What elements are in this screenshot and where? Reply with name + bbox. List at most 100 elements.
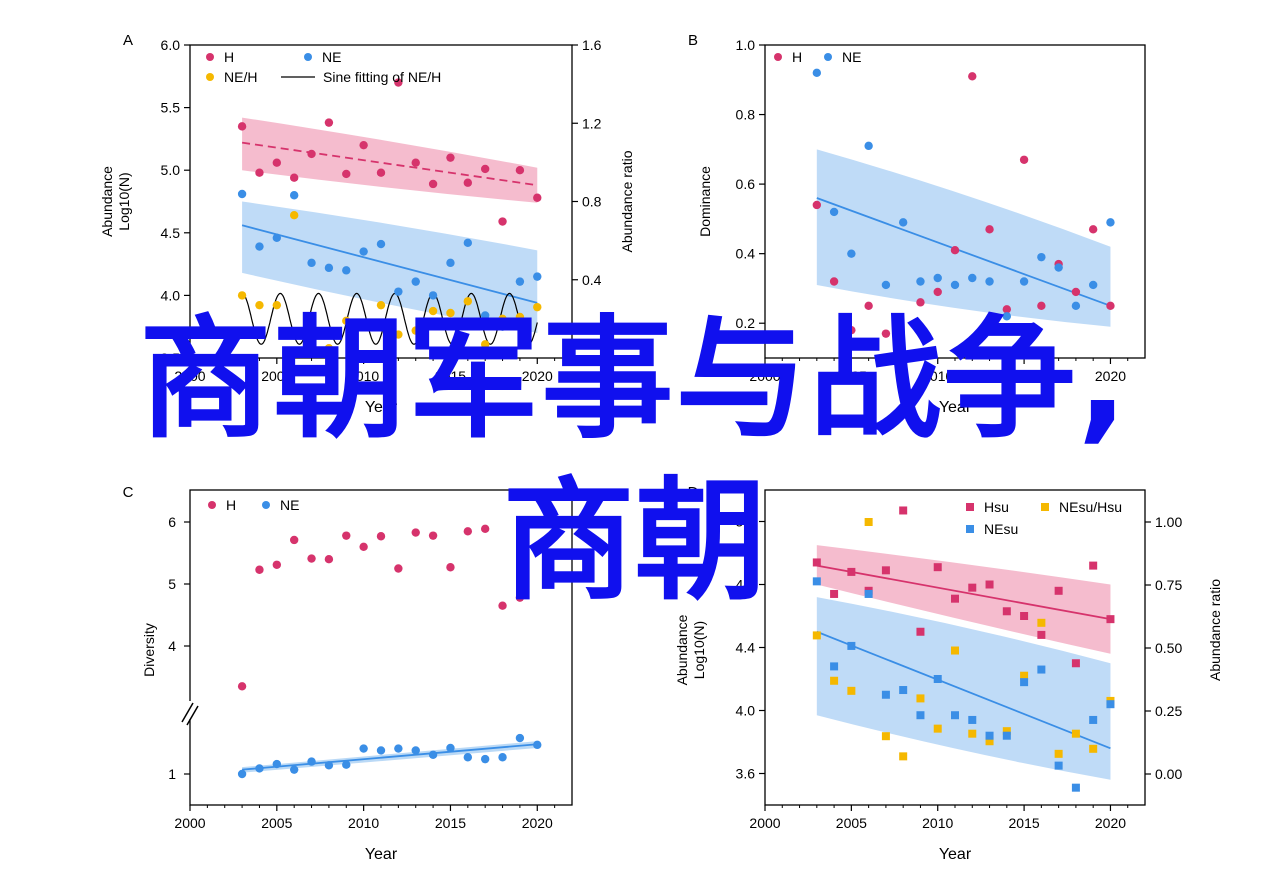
panelA-fit-H	[241, 141, 538, 187]
panelD-point-Hsu	[968, 583, 977, 592]
panelC-point-H	[480, 524, 490, 534]
panelA-point-H	[307, 149, 316, 159]
panelB-point-NE	[847, 249, 856, 258]
panelA-y2tick-label: 1.2	[582, 115, 602, 131]
panelA-point-NE	[289, 191, 299, 200]
panelD-fit-Hsu	[816, 564, 1111, 621]
panelA-point-H	[359, 140, 368, 150]
panelD-y2tick-label: 1.00	[1155, 514, 1182, 530]
panelC-ytick-label: 4	[168, 638, 176, 654]
panelD-point-ratio	[968, 729, 977, 738]
panelC-xtick-label: 2010	[348, 815, 379, 831]
panelB-point-NE	[1071, 301, 1081, 311]
panelB-xtick-label: 2020	[1095, 368, 1126, 384]
panelD-point-ratio	[985, 737, 994, 746]
panelA-point-NEH	[324, 344, 334, 353]
panelA-point-H	[428, 179, 438, 189]
panelC-ytick-label: 5	[168, 576, 176, 592]
panelC-point-H	[428, 531, 438, 540]
panelC-point-NE	[289, 765, 299, 774]
panelB-xtick-label: 2010	[922, 368, 953, 384]
panelB-ylabel-line: Dominance	[697, 166, 713, 237]
panelC-point-H	[237, 682, 247, 691]
panelA-point-H	[272, 158, 282, 167]
panelA-point-NE	[480, 311, 490, 320]
panelC-point-NE	[376, 746, 386, 755]
panelD-point-Hsu	[1054, 586, 1063, 595]
panelB-point-NE	[898, 218, 908, 227]
panelB-ytick-label: 0.8	[736, 107, 756, 123]
panelA-point-H	[324, 118, 334, 127]
panelA-legend-H-label: H	[224, 49, 234, 65]
panelC-legend-H-label: H	[226, 497, 236, 513]
panelA-point-NEH	[255, 300, 264, 310]
panelC-point-NE	[533, 740, 542, 750]
panelD-ytick-label: 4.0	[736, 703, 756, 719]
panelC-xtick-label: 2020	[522, 815, 553, 831]
panelA-band-NE	[242, 201, 538, 333]
panelB-xtick-label: 2005	[836, 368, 867, 384]
panelD-ylabel-line: Abundance	[674, 614, 690, 685]
panelA-point-NEH	[342, 316, 351, 326]
panelA-point-NE	[324, 263, 334, 273]
panelB-point-H	[829, 277, 839, 286]
panelB-ylabel: Dominance	[697, 166, 713, 237]
panelD-point-Hsu	[1020, 612, 1029, 620]
panelC-label: C	[123, 484, 134, 501]
panelC-point-H	[289, 535, 299, 545]
panelD-legend-ratio-marker	[1041, 503, 1049, 511]
panelA-point-NEH	[515, 312, 525, 322]
panelD-ylabel-line: Log10(N)	[691, 621, 707, 679]
panelB-point-H	[1019, 155, 1029, 164]
panelC-point-H	[446, 563, 455, 572]
panelC-point-NE	[515, 733, 525, 743]
panelB-point-NE	[864, 141, 873, 151]
panelB-point-NE	[881, 280, 891, 290]
panelD-point-ratio	[864, 518, 873, 526]
panelA-xtick-label: 2000	[174, 368, 205, 384]
panelC-ylabel: Diversity	[141, 623, 157, 677]
panelA-point-NE	[394, 287, 403, 296]
panelD-point-NEsu	[830, 662, 839, 671]
panelA-point-NEH	[307, 330, 316, 339]
panelD-point-NEsu	[1089, 715, 1098, 724]
panelD-point-ratio	[847, 686, 856, 695]
panelD-point-ratio	[1037, 618, 1046, 627]
panelC-point-H	[342, 531, 351, 540]
panelB-point-H	[916, 298, 925, 307]
panelD-point-Hsu	[847, 567, 856, 576]
panelB-point-NE	[985, 277, 994, 286]
panelC-ylabel-line: Diversity	[141, 623, 157, 677]
panelD-label: D	[688, 484, 699, 501]
panelA-point-H	[446, 153, 455, 162]
panelD-legend-ratio-label: NEsu/Hsu	[1059, 499, 1122, 515]
panelD-point-NEsu	[1054, 761, 1063, 770]
panelA-xtick-label: 2015	[435, 368, 466, 384]
panelD-point-ratio	[812, 631, 821, 640]
panelA-legend-sine-label: Sine fitting of NE/H	[323, 69, 441, 85]
panelD-point-NEsu	[847, 641, 856, 650]
panelC-fit-NE	[242, 743, 538, 771]
panelB-point-H	[1002, 305, 1012, 314]
panelA-point-H	[533, 193, 542, 202]
panelA-point-NE	[446, 258, 455, 268]
panelC-legend-NE-label: NE	[280, 497, 299, 513]
panelA-point-NEH	[359, 318, 368, 327]
panelB-point-H	[812, 200, 822, 210]
panelD-y2tick-label: 0.25	[1155, 703, 1182, 719]
panelD-legend-Hsu-label: Hsu	[984, 499, 1009, 515]
panelD-y2label-line: Abundance ratio	[1207, 579, 1223, 681]
panelB-ytick-label: 1.0	[736, 37, 756, 53]
panelC-point-H	[463, 527, 473, 536]
panelD-xtick-label: 2000	[749, 815, 780, 831]
panelB-point-H	[1071, 287, 1081, 297]
panelC-point-NE	[342, 760, 351, 769]
panelD-ytick-label: 3.6	[736, 766, 756, 782]
panelB-label: B	[688, 32, 698, 49]
panelC-point-NE	[255, 764, 264, 773]
panelD-xtick-label: 2020	[1095, 815, 1126, 831]
panelB-point-NE	[1088, 280, 1098, 290]
panelD-point-ratio	[899, 752, 908, 761]
panelA-legend-NE-marker	[304, 53, 312, 61]
